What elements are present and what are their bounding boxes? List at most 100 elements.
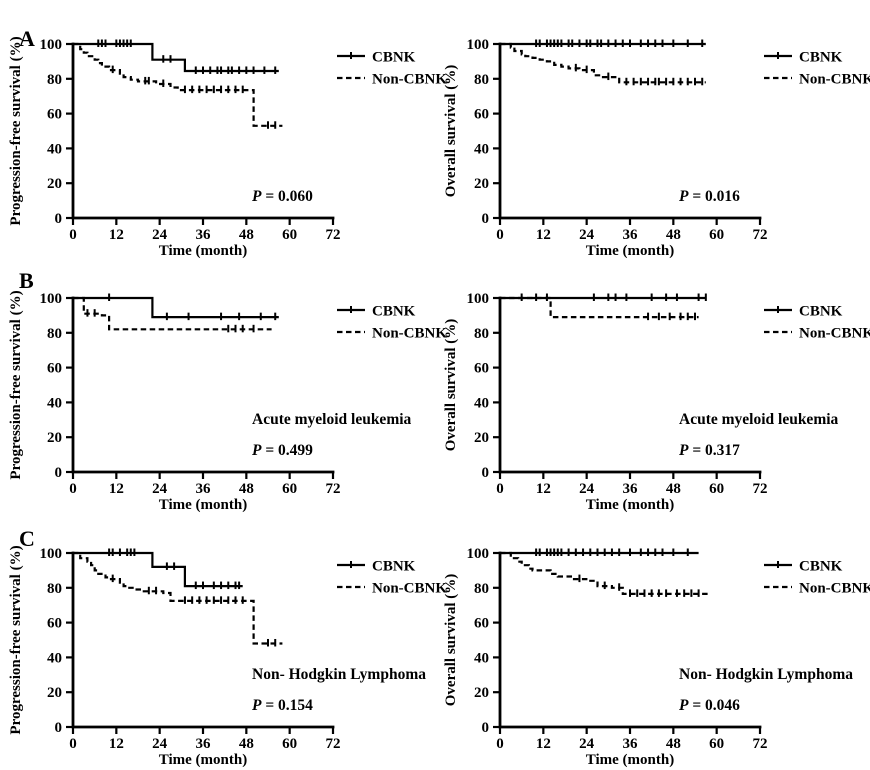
x-tick-label: 24 xyxy=(579,736,595,752)
plot-c-progression-free-survival-nhl: 0 12 24 36 48 60 72 0 20 40 60 80 100 Time (month) Pro… xyxy=(8,545,447,768)
y-axis-label: Overall survival (%) xyxy=(443,65,459,197)
plot-c-overall-survival-nhl: 0 12 24 36 48 60 72 0 20 40 60 80 100 Time (month) Ove… xyxy=(443,546,870,768)
y-tick-label: 0 xyxy=(55,465,63,481)
legend-label-cbnk: CBNK xyxy=(799,304,843,320)
p-value-label: P = 0.016 xyxy=(679,188,740,205)
x-tick-label: 60 xyxy=(282,736,297,752)
y-tick-label: 80 xyxy=(47,581,62,597)
y-axis-label: Progression-free survival (%) xyxy=(8,290,24,479)
plot-a-progression-free-survival: 0 12 24 36 48 60 72 0 20 40 60 80 100 Time (month) Pro… xyxy=(8,36,447,259)
x-tick-label: 36 xyxy=(196,227,212,243)
x-tick-label: 60 xyxy=(282,481,297,497)
plot-b-progression-free-survival-aml: 0 12 24 36 48 60 72 0 20 40 60 80 100 Time (month) Pro… xyxy=(8,290,447,513)
y-tick-label: 20 xyxy=(474,685,489,701)
legend-label-non-cbnk: Non-CBNK xyxy=(799,72,870,88)
y-tick-label: 40 xyxy=(474,650,489,666)
x-tick-label: 60 xyxy=(709,736,724,752)
x-tick-labels: 0 12 24 36 48 60 72 xyxy=(69,727,341,752)
y-tick-label: 20 xyxy=(47,685,62,701)
non-cbnk-curve xyxy=(73,551,283,645)
disease-annotation: Non- Hodgkin Lymphoma xyxy=(679,666,853,683)
x-tick-labels: 0 12 24 36 48 60 72 xyxy=(496,218,768,243)
non-cbnk-censor-ticks xyxy=(578,574,700,597)
x-tick-label: 48 xyxy=(239,481,254,497)
non-cbnk-curve xyxy=(500,42,706,84)
x-tick-label: 12 xyxy=(536,227,551,243)
x-tick-labels: 0 12 24 36 48 60 72 xyxy=(69,472,341,497)
y-tick-labels: 0 20 40 60 80 100 xyxy=(40,37,73,227)
cbnk-censor-ticks xyxy=(535,548,689,556)
p-value-label: P = 0.060 xyxy=(252,188,313,205)
non-cbnk-curve xyxy=(73,296,272,331)
x-tick-label: 0 xyxy=(496,481,504,497)
x-tick-label: 12 xyxy=(109,227,124,243)
x-tick-label: 0 xyxy=(69,481,77,497)
p-value-label: P = 0.317 xyxy=(679,442,740,459)
y-tick-label: 100 xyxy=(467,37,490,53)
panel-label-c: C xyxy=(19,526,35,551)
p-value-label: P = 0.046 xyxy=(679,697,740,714)
y-tick-label: 20 xyxy=(47,176,62,192)
x-tick-label: 12 xyxy=(109,736,124,752)
x-tick-label: 36 xyxy=(196,736,212,752)
x-tick-label: 12 xyxy=(109,481,124,497)
y-axis-label: Overall survival (%) xyxy=(443,319,459,451)
x-axis-label: Time (month) xyxy=(159,752,247,768)
y-tick-labels: 0 20 40 60 80 100 xyxy=(467,291,500,481)
y-tick-label: 40 xyxy=(47,141,62,157)
y-tick-label: 60 xyxy=(47,361,62,377)
y-tick-label: 20 xyxy=(474,176,489,192)
y-axis-label: Progression-free survival (%) xyxy=(8,36,24,225)
y-tick-label: 60 xyxy=(474,107,489,123)
y-tick-label: 0 xyxy=(55,720,63,736)
plot-b-overall-survival-aml: 0 12 24 36 48 60 72 0 20 40 60 80 100 Time (month) Ove… xyxy=(443,291,870,513)
panel-label-b: B xyxy=(19,268,34,293)
y-tick-label: 100 xyxy=(467,546,490,562)
x-axis-label: Time (month) xyxy=(586,243,674,259)
legend-label-non-cbnk: Non-CBNK xyxy=(372,326,447,342)
y-tick-label: 40 xyxy=(47,395,62,411)
y-tick-label: 100 xyxy=(40,37,63,53)
y-tick-label: 40 xyxy=(474,141,489,157)
disease-annotation: Acute myeloid leukemia xyxy=(252,411,412,428)
legend-label-cbnk: CBNK xyxy=(372,50,416,66)
p-value-label: P = 0.499 xyxy=(252,442,313,459)
y-tick-label: 20 xyxy=(474,430,489,446)
y-tick-label: 40 xyxy=(474,395,489,411)
non-cbnk-censor-ticks xyxy=(111,574,277,647)
cbnk-censor-ticks xyxy=(535,39,704,47)
legend-label-non-cbnk: Non-CBNK xyxy=(799,581,870,597)
x-tick-label: 48 xyxy=(666,481,681,497)
x-axis-label: Time (month) xyxy=(586,752,674,768)
x-tick-label: 36 xyxy=(623,736,639,752)
x-tick-label: 24 xyxy=(579,481,595,497)
x-tick-labels: 0 12 24 36 48 60 72 xyxy=(496,727,768,752)
p-value-label: P = 0.154 xyxy=(252,697,313,714)
cbnk-curve xyxy=(73,42,279,73)
cbnk-censor-ticks xyxy=(108,548,241,590)
x-tick-label: 48 xyxy=(666,227,681,243)
y-tick-label: 100 xyxy=(40,291,63,307)
x-axis-label: Time (month) xyxy=(159,243,247,259)
legend-label-cbnk: CBNK xyxy=(372,559,416,575)
x-tick-labels: 0 12 24 36 48 60 72 xyxy=(496,472,768,497)
x-tick-label: 36 xyxy=(196,481,212,497)
x-tick-label: 60 xyxy=(709,227,724,243)
panel-label-a: A xyxy=(19,26,35,51)
y-tick-label: 80 xyxy=(474,72,489,88)
legend-label-non-cbnk: Non-CBNK xyxy=(372,72,447,88)
x-tick-label: 60 xyxy=(709,481,724,497)
y-axis-label: Progression-free survival (%) xyxy=(8,545,24,734)
y-tick-labels: 0 20 40 60 80 100 xyxy=(467,37,500,227)
x-tick-label: 72 xyxy=(753,227,768,243)
x-tick-label: 0 xyxy=(496,227,504,243)
non-cbnk-censor-ticks xyxy=(647,312,696,321)
legend-label-cbnk: CBNK xyxy=(372,304,416,320)
y-tick-label: 0 xyxy=(482,465,490,481)
y-tick-label: 100 xyxy=(467,291,490,307)
y-tick-labels: 0 20 40 60 80 100 xyxy=(467,546,500,736)
legend-label-cbnk: CBNK xyxy=(799,50,843,66)
y-tick-label: 60 xyxy=(47,616,62,632)
y-tick-label: 80 xyxy=(47,326,62,342)
legend-label-non-cbnk: Non-CBNK xyxy=(372,581,447,597)
